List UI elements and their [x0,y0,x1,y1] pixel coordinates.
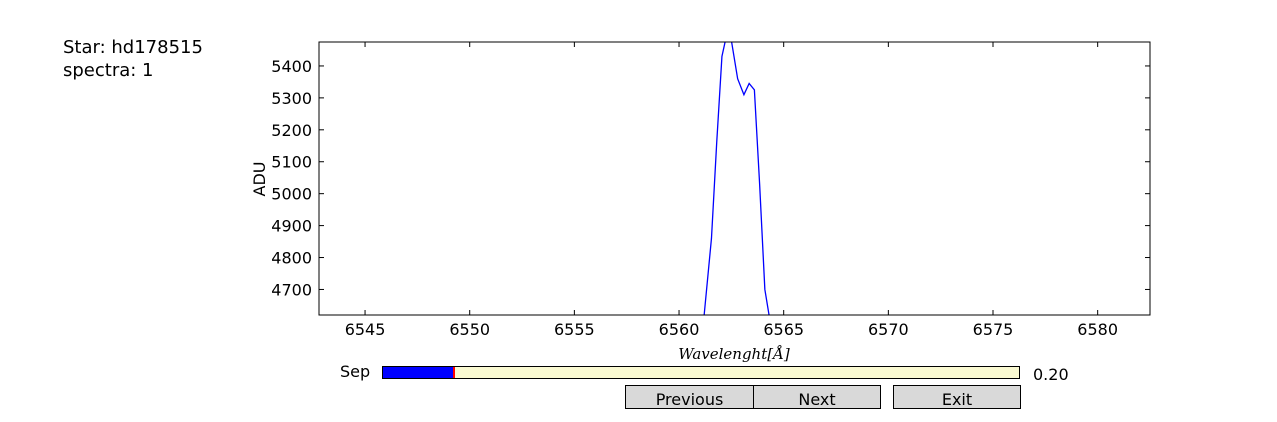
y-axis: 4700 4800 4900 5000 5100 5200 5300 5400 [271,57,1150,299]
y-tick-label: 4700 [271,280,312,299]
x-axis: 6545 6550 6555 6560 6565 6570 6575 6580 [345,42,1118,339]
x-tick-label: 6555 [554,320,595,339]
x-tick-label: 6565 [763,320,804,339]
sep-slider-fill [383,367,455,378]
y-tick-label: 4800 [271,249,312,268]
star-name-label: Star: hd178515 [63,37,203,58]
x-tick-label: 6560 [659,320,700,339]
series-layer [703,42,770,315]
spectrum-line [703,42,770,315]
next-button[interactable]: Next [753,385,881,409]
y-tick-label: 5300 [271,89,312,108]
previous-button[interactable]: Previous [625,385,754,409]
plot-frame [318,41,1151,316]
sep-slider[interactable] [382,366,1020,379]
y-tick-label: 5200 [271,121,312,140]
x-tick-label: 6545 [345,320,386,339]
x-tick-label: 6570 [868,320,909,339]
sep-slider-handle[interactable] [453,367,456,378]
y-axis-label: ADU [250,162,269,197]
x-tick-label: 6550 [449,320,490,339]
y-tick-label: 4900 [271,217,312,236]
exit-button[interactable]: Exit [893,385,1021,409]
star-info: Star: hd178515 spectra: 1 [63,36,203,82]
sep-slider-label: Sep [340,362,371,381]
x-tick-label: 6580 [1077,320,1118,339]
x-tick-label: 6575 [973,320,1014,339]
y-tick-label: 5000 [271,185,312,204]
y-tick-label: 5100 [271,153,312,172]
spectra-count-label: spectra: 1 [63,60,154,81]
sep-slider-value: 0.20 [1033,365,1069,384]
y-tick-label: 5400 [271,57,312,76]
x-axis-label: Wavelenght[Å] [678,345,790,363]
